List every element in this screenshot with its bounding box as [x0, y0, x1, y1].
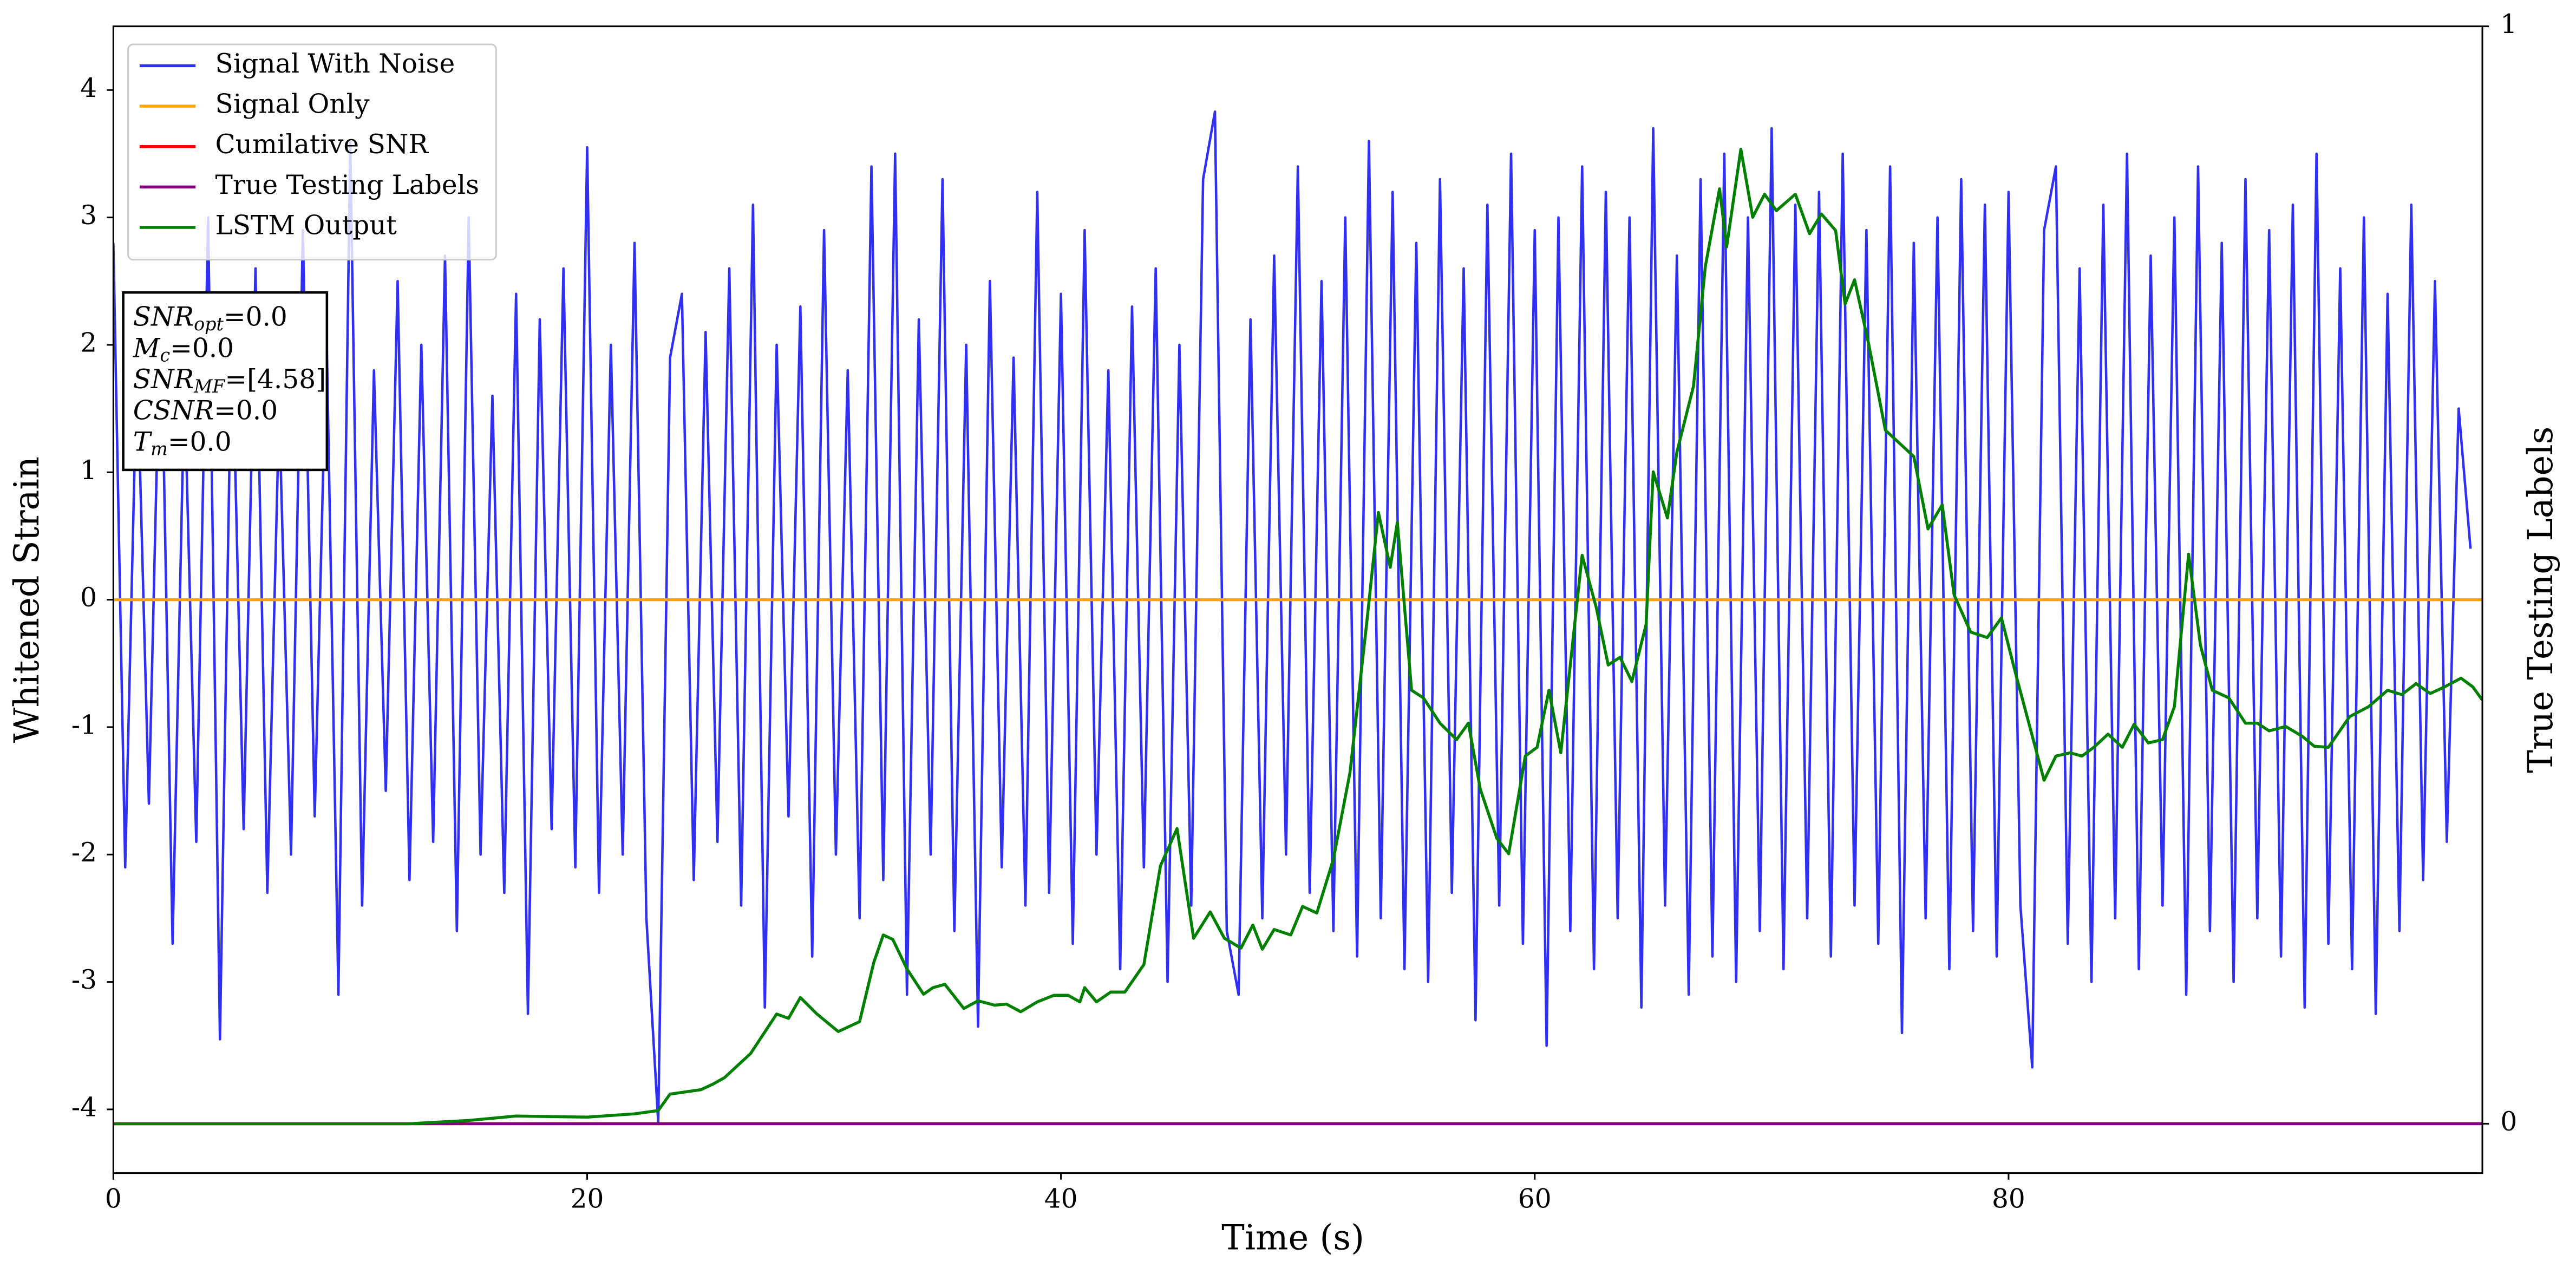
annotation-frame	[122, 291, 329, 472]
annotation-line: SNRopt=0.0	[133, 302, 287, 335]
legend-label: Cumilative SNR	[215, 129, 429, 160]
x-axis-label: Time (s)	[1221, 1218, 1364, 1258]
y-tick-label: -3	[71, 965, 97, 995]
y-tick-label: 0	[80, 583, 97, 613]
y2-tick-label: 0	[2500, 1107, 2517, 1137]
annotation-symbol: CSNR	[133, 395, 214, 426]
annotation-subscript: MF	[193, 376, 226, 397]
y-tick-label: 2	[80, 328, 97, 358]
annotation-subscript: m	[151, 438, 168, 459]
legend-label: LSTM Output	[215, 211, 397, 241]
annotation-symbol: SNR	[133, 302, 194, 332]
legend-label: Signal Only	[215, 89, 370, 120]
x-tick-label: 0	[105, 1184, 122, 1214]
legend-frame	[127, 43, 497, 261]
annotation-line: SNRMF=[4.58]	[133, 364, 326, 397]
annotation-line: Mc=0.0	[133, 333, 234, 366]
legend: Signal With Noise Signal Only Cumilative S…	[127, 43, 497, 261]
y-tick-label: 4	[80, 73, 97, 103]
y-tick-label: -4	[71, 1092, 97, 1122]
annotation-symbol: M	[133, 333, 161, 363]
y2-axis-label: True Testing Labels	[2521, 427, 2561, 773]
y-tick-label: -1	[71, 710, 97, 740]
annotation: SNRopt=0.0Mc=0.0SNRMF=[4.58]CSNR=0.0Tm=0…	[122, 291, 329, 472]
y-tick-label: -2	[71, 838, 97, 868]
legend-label: Signal With Noise	[215, 49, 455, 79]
annotation-value: =0.0	[170, 333, 234, 363]
annotation-value: =0.0	[224, 302, 287, 332]
x-tick-label: 40	[1044, 1184, 1078, 1214]
annotation-subscript: opt	[194, 313, 224, 335]
x-tick-label: 20	[571, 1184, 604, 1214]
y2-tick-label: 1	[2500, 9, 2517, 40]
y-tick-label: 1	[80, 455, 97, 486]
annotation-line: CSNR=0.0	[133, 395, 278, 426]
y-axis-label: Whitened Strain	[7, 456, 47, 743]
annotation-subscript: c	[160, 345, 171, 366]
legend-label: True Testing Labels	[215, 170, 480, 200]
annotation-line: Tm=0.0	[133, 427, 232, 460]
annotation-value: =0.0	[168, 427, 232, 457]
x-tick-label: 80	[1992, 1184, 2025, 1214]
annotation-symbol: SNR	[133, 364, 194, 395]
annotation-symbol: T	[133, 427, 153, 457]
annotation-value: =[4.58]	[225, 364, 326, 395]
x-tick-label: 60	[1518, 1184, 1552, 1214]
y-tick-label: 3	[80, 200, 97, 231]
series-line	[113, 110, 2472, 1123]
annotation-value: =0.0	[214, 395, 278, 426]
series-line	[113, 147, 2483, 1126]
